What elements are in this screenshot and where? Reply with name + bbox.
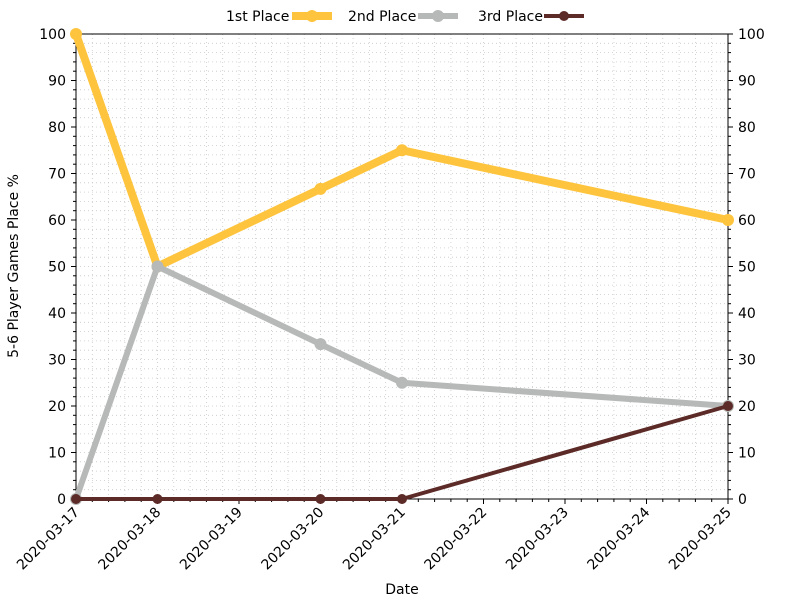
legend-swatch-marker (306, 10, 318, 22)
y-tick-label-left: 80 (48, 120, 66, 136)
y-tick-label-left: 90 (48, 74, 66, 90)
series-line (74, 404, 730, 501)
y-tick-label-right: 40 (738, 306, 756, 322)
y-tick-label-right: 0 (738, 492, 747, 508)
data-point (152, 494, 163, 504)
y-tick-label-right: 30 (738, 353, 756, 369)
data-point (315, 494, 326, 504)
y-tick-label-left: 20 (48, 399, 66, 415)
y-tick-label-left: 0 (57, 492, 66, 508)
legend-label: 3rd Place (478, 9, 543, 25)
y-tick-label-left: 70 (48, 167, 66, 183)
legend-entry: 3rd Place (478, 9, 584, 25)
y-tick-label-left: 100 (39, 27, 66, 43)
legend-label: 1st Place (226, 9, 289, 25)
legend-label: 2nd Place (348, 9, 416, 25)
y-tick-label-right: 20 (738, 399, 756, 415)
x-tick-label: 2020-03-24 (584, 504, 653, 573)
legend-swatch-marker (432, 10, 444, 22)
series-3 (71, 401, 733, 504)
y-tick-label-right: 10 (738, 446, 756, 462)
x-tick-label: 2020-03-20 (258, 505, 327, 574)
x-axis-title: Date (385, 582, 418, 598)
y-tick-label-right: 90 (738, 74, 756, 90)
data-point (396, 376, 408, 389)
series-layer (70, 28, 734, 505)
data-point (314, 182, 327, 195)
legend-entry: 2nd Place (348, 9, 458, 25)
legend: 1st Place 2nd Place 3rd Place (226, 9, 584, 25)
y-tick-label-right: 60 (738, 213, 756, 229)
x-tick-label: 2020-03-23 (503, 505, 572, 574)
x-tick-label: 2020-03-17 (14, 505, 83, 574)
y-tick-label-left: 10 (48, 446, 66, 462)
data-point (71, 494, 81, 504)
y-tick-label-right: 50 (738, 260, 756, 276)
data-point (723, 401, 733, 411)
legend-swatch-marker (559, 11, 569, 21)
x-tick-label: 2020-03-21 (340, 505, 409, 574)
x-tick-label: 2020-03-19 (177, 505, 246, 574)
grid (75, 33, 729, 500)
series-1 (70, 28, 734, 273)
data-point (314, 338, 327, 351)
y-tick-label-left: 60 (48, 213, 66, 229)
legend-entry: 1st Place (226, 9, 332, 25)
x-tick-label: 2020-03-18 (95, 505, 164, 574)
y-tick-label-right: 100 (738, 27, 765, 43)
y-tick-label-left: 40 (48, 306, 66, 322)
x-tick-label: 2020-03-22 (421, 505, 490, 574)
data-point (397, 494, 407, 504)
axis-ticks: 0 0 10 10 20 20 30 30 40 40 50 50 60 60 70 70 80 80 90 90 10… (14, 27, 765, 573)
x-tick-label: 2020-03-25 (666, 505, 735, 574)
data-point (151, 260, 164, 273)
y-tick-label-left: 50 (48, 260, 66, 276)
y-tick-label-right: 70 (738, 167, 756, 183)
y-tick-label-left: 30 (48, 353, 66, 369)
y-tick-label-right: 80 (738, 120, 756, 136)
series-2 (70, 260, 734, 505)
data-point (70, 28, 82, 40)
y-axis-title: 5-6 Player Games Place % (6, 174, 22, 358)
data-point (396, 144, 408, 157)
data-point (722, 214, 734, 226)
